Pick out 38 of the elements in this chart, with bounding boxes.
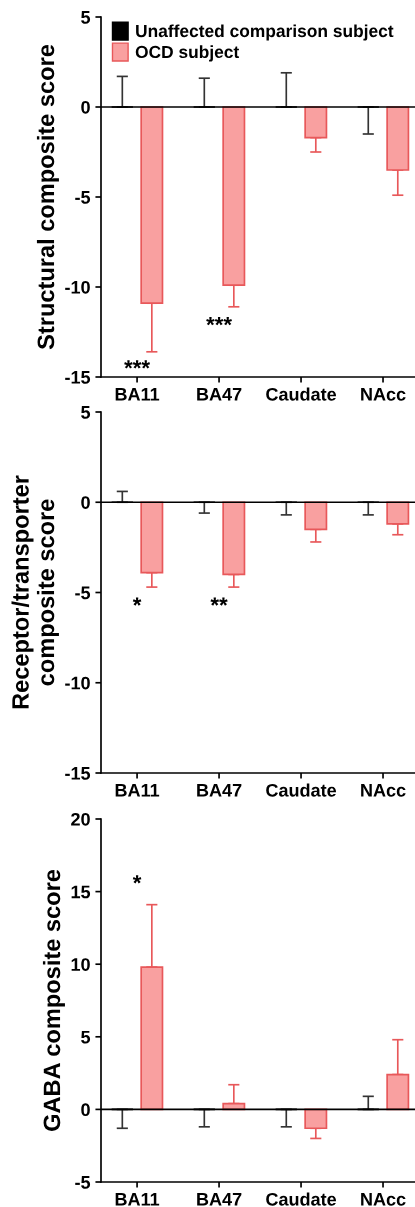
annotation: ***: [124, 360, 151, 369]
y-tick-label: -15: [65, 767, 91, 780]
x-tick-label: BA47: [197, 1193, 242, 1206]
y-axis-title: Receptor/transporter composite score: [11, 475, 59, 709]
x-tick-label: Caudate: [266, 387, 337, 401]
x-tick-label: BA47: [197, 388, 242, 401]
x-tick-label: BA47: [197, 784, 242, 797]
y-tick-label: 5: [81, 406, 91, 419]
y-tick-label: -5: [75, 191, 91, 204]
annotation: ***: [206, 317, 232, 326]
x-tick-label: BA11: [115, 784, 160, 797]
y-tick-label: 20: [71, 812, 90, 826]
y-tick-label: -10: [65, 676, 90, 690]
y-tick-label: 0: [81, 100, 90, 114]
y-axis-title: Structural composite score: [36, 44, 59, 350]
legend-label: OCD subject: [135, 45, 240, 62]
x-tick-label: Caudate: [266, 1192, 337, 1206]
x-tick-label: NAcc: [361, 784, 406, 797]
annotation: **: [210, 597, 228, 606]
x-tick-label: NAcc: [361, 1193, 406, 1206]
x-tick-label: Caudate: [266, 783, 337, 797]
x-tick-label: BA11: [115, 388, 160, 401]
y-tick-label: -5: [75, 1176, 91, 1189]
annotation: *: [132, 597, 142, 606]
y-tick-label: 5: [81, 1030, 91, 1044]
y-tick-label: -10: [65, 280, 90, 294]
legend-label: Unaffected comparison subject: [136, 24, 394, 41]
y-tick-label: 0: [81, 1103, 90, 1117]
y-tick-label: -5: [75, 586, 91, 600]
y-tick-label: 0: [81, 496, 90, 509]
y-axis-title: GABA composite score: [42, 869, 65, 1131]
y-tick-label: 15: [71, 885, 91, 899]
x-tick-label: BA11: [115, 1193, 160, 1206]
x-tick-label: NAcc: [361, 388, 406, 401]
y-tick-label: 10: [71, 958, 90, 971]
annotation: *: [132, 875, 142, 884]
y-tick-label: 5: [81, 11, 91, 24]
y-tick-label: -15: [65, 371, 91, 384]
